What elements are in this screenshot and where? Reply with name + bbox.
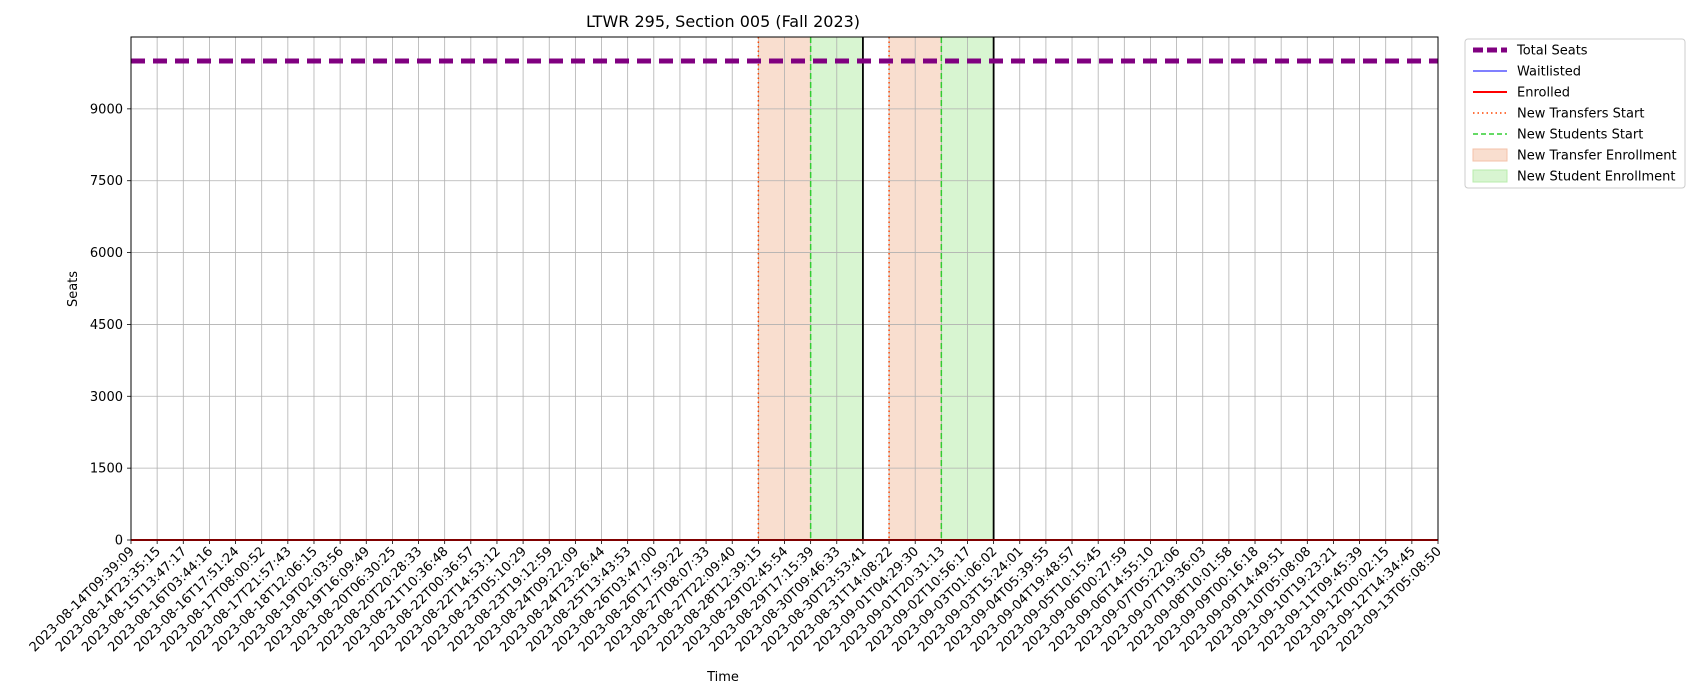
x-axis-label: Time	[706, 670, 739, 685]
legend-label: New Student Enrollment	[1517, 170, 1675, 185]
legend-label: Total Seats	[1516, 44, 1588, 59]
legend-swatch	[1472, 169, 1508, 183]
chart-title: LTWR 295, Section 005 (Fall 2023)	[586, 12, 860, 31]
legend-label: Waitlisted	[1517, 65, 1581, 80]
legend-label: New Transfers Start	[1517, 107, 1644, 122]
y-tick-label: 9000	[90, 102, 123, 117]
y-tick-label: 4500	[90, 318, 123, 333]
y-tick-label: 0	[115, 534, 123, 549]
y-axis-label: Seats	[66, 271, 81, 307]
y-tick-label: 7500	[90, 174, 123, 189]
legend-label: Enrolled	[1517, 86, 1570, 101]
legend-label: New Students Start	[1517, 128, 1643, 143]
legend-label: New Transfer Enrollment	[1517, 149, 1677, 164]
y-tick-label: 1500	[90, 462, 123, 477]
plot-area: 2023-08-14T09:39:092023-08-14T23:35:1520…	[27, 36, 1445, 655]
y-tick-label: 3000	[90, 390, 123, 405]
legend-swatch	[1472, 148, 1508, 162]
axes-frame	[130, 36, 1439, 541]
legend: Total Seats Waitlisted Enrolled New Transfe…	[1464, 38, 1686, 189]
y-tick-label: 6000	[90, 246, 123, 261]
legend-box	[1464, 38, 1686, 189]
